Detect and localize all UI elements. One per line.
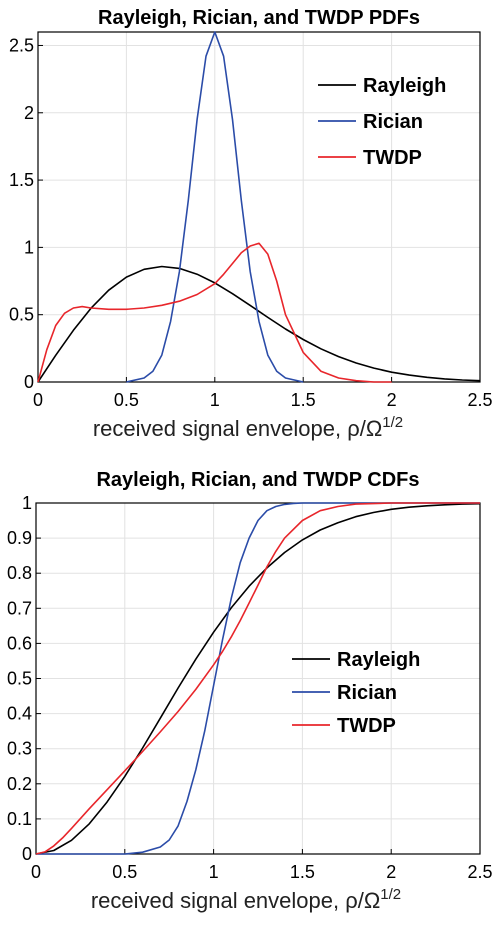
cdf-legend-label-twdp: TWDP — [337, 715, 396, 737]
pdf-chart-title: Rayleigh, Rician, and TWDP PDFs — [98, 7, 420, 29]
cdf-y-tick-label: 0.7 — [7, 598, 32, 618]
pdf-x-tick-label: 1 — [210, 390, 220, 410]
cdf-x-tick-label: 2 — [386, 862, 396, 882]
cdf-legend-label-rician: Rician — [337, 682, 397, 704]
cdf-ticks: 0 0.5 1 1.5 2 2.5 0 0.1 0.2 0.3 0.4 0.5 0.6 0.7 0.8 0.9… — [7, 493, 493, 882]
pdf-series-rayleigh — [37, 265, 481, 383]
cdf-y-tick-label: 0.2 — [7, 774, 32, 794]
pdf-x-axis-label: received signal envelope, ρ/Ω1/2 — [93, 414, 403, 441]
pdf-y-tick-label: 1.5 — [9, 170, 34, 190]
cdf-x-tick-label: 2.5 — [467, 862, 492, 882]
pdf-y-tick-label: 0.5 — [9, 305, 34, 325]
pdf-series-rician — [126, 31, 304, 383]
pdf-y-tick-label: 2.5 — [9, 35, 34, 55]
cdf-x-axis-label: received signal envelope, ρ/Ω1/2 — [91, 886, 401, 913]
pdf-legend: Rayleigh Rician TWDP — [318, 75, 446, 169]
cdf-x-tick-label: 1 — [209, 862, 219, 882]
cdf-x-axis-label-exponent: 1/2 — [380, 886, 401, 903]
pdf-legend-label-rayleigh: Rayleigh — [363, 75, 446, 97]
cdf-y-tick-label: 0.8 — [7, 563, 32, 583]
cdf-series-rician — [36, 502, 480, 855]
pdf-y-tick-label: 2 — [24, 103, 34, 123]
cdf-y-tick-label: 0.6 — [7, 633, 32, 653]
cdf-x-axis-label-main: received signal envelope, ρ/Ω — [91, 888, 380, 913]
pdf-chart: Rayleigh, Rician, and TWDP PDFs 0 0.5 1 1.5… — [9, 7, 493, 441]
cdf-y-tick-label: 0.3 — [7, 739, 32, 759]
pdf-x-tick-label: 0.5 — [114, 390, 139, 410]
cdf-y-tick-label: 0.9 — [7, 528, 32, 548]
pdf-series-twdp — [37, 242, 392, 383]
cdf-x-tick-label: 0.5 — [112, 862, 137, 882]
cdf-series-rayleigh — [35, 502, 481, 855]
cdf-series — [35, 502, 481, 855]
pdf-x-tick-label: 2 — [387, 390, 397, 410]
cdf-legend: Rayleigh Rician TWDP — [292, 649, 420, 737]
pdf-x-tick-label: 0 — [33, 390, 43, 410]
cdf-x-tick-label: 0 — [31, 862, 41, 882]
pdf-legend-label-twdp: TWDP — [363, 147, 422, 169]
cdf-chart-title: Rayleigh, Rician, and TWDP CDFs — [96, 469, 419, 491]
pdf-legend-label-rician: Rician — [363, 111, 423, 133]
pdf-x-axis-label-exponent: 1/2 — [382, 414, 403, 431]
pdf-series — [37, 31, 481, 383]
pdf-x-tick-label: 2.5 — [467, 390, 492, 410]
pdf-axes-box — [37, 31, 481, 383]
pdf-y-tick-label: 1 — [24, 237, 34, 257]
pdf-ticks: 0 0.5 1 1.5 2 2.5 0 0.5 1 1.5 2 2.5 — [9, 35, 493, 410]
cdf-grid — [35, 502, 481, 855]
cdf-y-tick-label: 1 — [22, 493, 32, 513]
pdf-x-tick-label: 1.5 — [291, 390, 316, 410]
cdf-y-tick-label: 0.5 — [7, 669, 32, 689]
cdf-legend-label-rayleigh: Rayleigh — [337, 649, 420, 671]
pdf-x-axis-label-main: received signal envelope, ρ/Ω — [93, 416, 382, 441]
cdf-y-tick-label: 0.1 — [7, 809, 32, 829]
cdf-series-twdp — [35, 502, 480, 855]
cdf-y-tick-label: 0 — [22, 844, 32, 864]
cdf-chart: Rayleigh, Rician, and TWDP CDFs 0 0.5 1 1.5… — [7, 469, 493, 913]
cdf-x-tick-label: 1.5 — [290, 862, 315, 882]
cdf-y-tick-label: 0.4 — [7, 704, 32, 724]
pdf-y-tick-label: 0 — [24, 372, 34, 392]
